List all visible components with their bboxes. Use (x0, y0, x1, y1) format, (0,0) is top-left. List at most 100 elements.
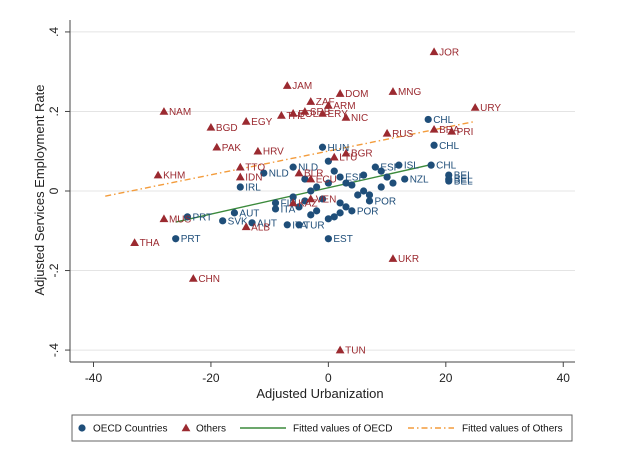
point-label: KHM (163, 171, 185, 182)
axes-layer: -.4 -.2 0 .2 .4 -40 -20 0 20 40 (47, 20, 575, 385)
data-point-others (470, 103, 480, 111)
data-point-others (206, 122, 216, 131)
data-point-oecd (313, 183, 321, 191)
point-label: FIN (281, 198, 297, 209)
legend: OECD Countries Others Fitted values of OEC… (71, 414, 573, 442)
data-point-oecd (172, 235, 180, 243)
data-point-oecd (395, 161, 403, 169)
point-label: UKR (398, 254, 419, 265)
data-point-others (335, 345, 345, 354)
point-label: JOR (439, 47, 459, 58)
data-point-oecd (371, 163, 379, 171)
point-label: BGD (216, 123, 238, 134)
point-label: RUS (392, 129, 413, 140)
point-label: BLR (304, 169, 323, 180)
data-point-oecd (295, 203, 303, 211)
y-tick-label: -.2 (47, 263, 61, 277)
point-label: PRT (192, 212, 212, 223)
data-point-oecd (427, 161, 435, 169)
point-label: VEN (316, 194, 337, 205)
data-point-oecd (307, 211, 315, 219)
x-tick-label: 20 (439, 371, 453, 385)
data-point-oecd (230, 209, 239, 217)
point-label: EST (333, 234, 352, 245)
data-point-others (282, 81, 292, 89)
data-point-others (253, 146, 263, 155)
point-label: DOM (345, 89, 368, 100)
data-point-oecd (248, 219, 256, 227)
data-point-oecd (354, 191, 362, 199)
data-point-others (159, 107, 169, 115)
data-point-others (447, 126, 457, 135)
data-point-others (235, 162, 245, 171)
y-tick-label: .2 (47, 106, 61, 116)
point-label: SVK (228, 216, 248, 227)
data-point-oecd (348, 181, 356, 189)
point-label: TTO (245, 163, 265, 174)
data-point-oecd (389, 179, 397, 187)
data-point-others (288, 198, 298, 207)
data-point-oecd (324, 179, 332, 187)
data-point-others (382, 128, 392, 137)
data-point-oecd (336, 173, 344, 181)
data-point-oecd (430, 141, 438, 149)
data-point-oecd (313, 207, 321, 215)
data-point-oecd (342, 179, 350, 187)
data-point-oecd (377, 183, 385, 191)
point-label: NLD (298, 163, 318, 174)
data-point-others (241, 222, 251, 231)
point-label: MUS (169, 214, 192, 225)
fit-lines-layer (105, 120, 476, 223)
data-point-others (323, 101, 333, 109)
data-point-oecd (330, 167, 338, 175)
data-point-oecd (324, 215, 332, 223)
point-label: ISL (404, 161, 419, 172)
x-tick-label: 0 (325, 371, 332, 385)
data-point-oecd (360, 171, 368, 179)
y-tick-label: .4 (47, 27, 61, 37)
legend-box (71, 414, 573, 442)
point-label: PRI (457, 127, 474, 138)
x-axis-label: Adjusted Urbanization (256, 386, 383, 401)
data-point-others (306, 97, 316, 105)
data-point-others (306, 174, 316, 183)
point-label: LTU (339, 153, 357, 164)
data-point-oecd (271, 205, 280, 213)
x-tick-label: 40 (557, 371, 571, 385)
point-label: CHL (436, 161, 456, 172)
point-label: NZL (410, 175, 429, 186)
point-label: IRL (245, 183, 261, 194)
point-label: BEL (454, 175, 473, 186)
data-point-oecd (283, 221, 291, 229)
data-point-oecd (183, 213, 192, 221)
data-point-oecd (445, 177, 453, 185)
point-label: EGY (251, 117, 272, 128)
legend-label: Fitted values of OECD (293, 424, 392, 435)
point-label: SRB (310, 107, 331, 118)
data-point-others (188, 274, 198, 282)
point-label: TUR (304, 220, 325, 231)
point-label: HRV (263, 147, 284, 158)
legend-marker-oecd (78, 424, 86, 432)
point-label: POR (374, 196, 396, 207)
data-point-others (294, 168, 304, 177)
point-label: PRT (181, 234, 201, 245)
point-label: AUT (257, 218, 277, 229)
data-point-others (429, 124, 439, 133)
data-point-oecd (377, 167, 385, 175)
data-point-others (388, 87, 398, 95)
data-point-others (341, 113, 351, 121)
point-label: ECU (316, 175, 337, 186)
legend-marker-others (181, 423, 191, 432)
fit-line-oecd (175, 163, 435, 223)
data-point-others (341, 148, 351, 157)
data-point-others (329, 152, 339, 161)
data-point-others (429, 47, 439, 56)
point-label: THA (140, 238, 160, 249)
point-label: BEL (454, 177, 473, 188)
legend-label: Fitted values of Others (462, 424, 563, 435)
point-label: KAZ (298, 198, 317, 209)
x-tick-label: -40 (85, 371, 103, 385)
